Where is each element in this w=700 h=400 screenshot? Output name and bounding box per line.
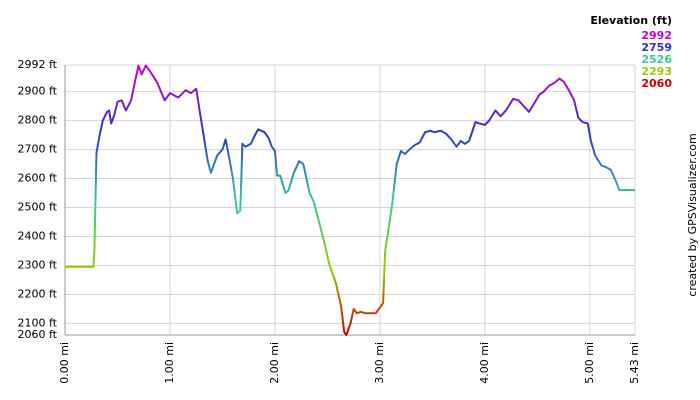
y-tick-label: 2700 ft xyxy=(18,143,58,156)
y-tick-label: 2600 ft xyxy=(18,172,58,185)
y-tick-label: 2800 ft xyxy=(18,114,58,127)
credit: created by GPSVisualizer.com xyxy=(686,133,699,296)
x-tick-label: 5.43 mi xyxy=(628,342,641,384)
x-tick-label: 4.00 mi xyxy=(478,342,491,384)
y-tick-label: 2300 ft xyxy=(18,258,58,271)
x-tick-label: 3.00 mi xyxy=(373,342,386,384)
y-tick-label: 2992 ft xyxy=(18,58,58,71)
y-tick-label: 2060 ft xyxy=(18,328,58,341)
x-tick-label: 5.00 mi xyxy=(583,342,596,384)
y-tick-label: 2400 ft xyxy=(18,230,58,243)
x-tick-label: 2.00 mi xyxy=(268,342,281,384)
color-scale-title: Elevation (ft) xyxy=(590,14,672,27)
y-tick-label: 2200 ft xyxy=(18,287,58,300)
color-scale-label: 2992 xyxy=(641,29,672,42)
x-tick-label: 1.00 mi xyxy=(163,342,176,384)
y-tick-label: 2100 ft xyxy=(18,316,58,329)
x-tick-label: 0.00 mi xyxy=(58,342,71,384)
color-scale-label: 2060 xyxy=(641,77,672,90)
y-tick-label: 2900 ft xyxy=(18,85,58,98)
color-scale-label: 2759 xyxy=(641,41,672,54)
color-scale-label: 2293 xyxy=(641,65,672,78)
elevation-line xyxy=(65,64,635,336)
color-scale-label: 2526 xyxy=(641,53,672,66)
y-tick-label: 2500 ft xyxy=(18,201,58,214)
